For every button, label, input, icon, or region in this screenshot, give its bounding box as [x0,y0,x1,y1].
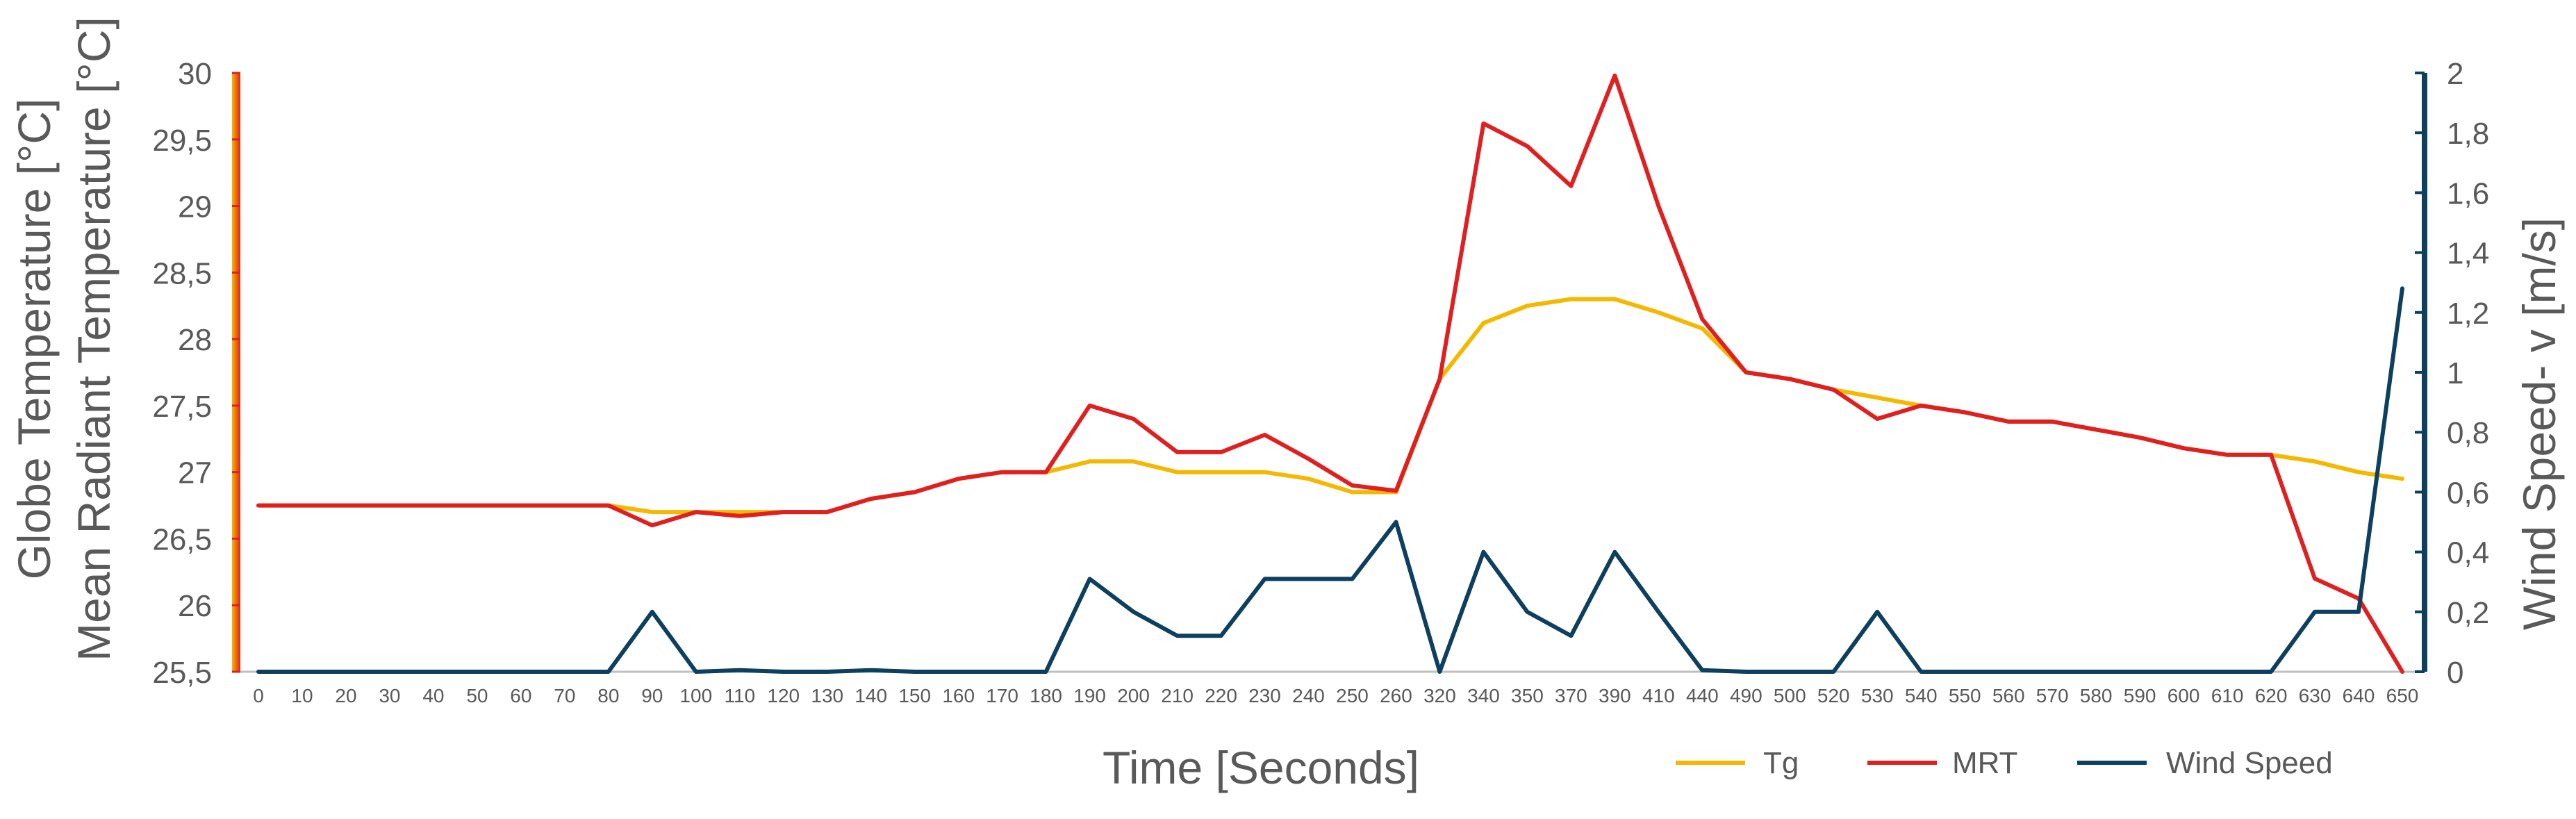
left-axis-title-line2: Mean Radiant Temperature [°C] [68,17,119,661]
x-tick-label: 110 [724,685,755,706]
x-tick-label: 600 [2168,685,2200,706]
x-tick-label: 620 [2255,685,2288,706]
x-tick-label: 390 [1599,685,1631,706]
legend-label-mrt: MRT [1952,746,2018,780]
x-tick-label: 130 [811,685,843,706]
x-tick-label: 530 [1861,685,1894,706]
right-tick-label: 2 [2447,57,2463,91]
x-tick-label: 540 [1905,685,1938,706]
left-tick-label: 30 [178,57,212,91]
left-tick-label: 29 [178,190,212,224]
x-tick-label: 160 [942,685,975,706]
x-tick-label: 320 [1423,685,1456,706]
x-tick-label: 50 [466,685,488,706]
x-tick-label: 80 [597,685,619,706]
x-tick-label: 40 [422,685,444,706]
series-line-mrt [256,73,2404,674]
x-tick-label: 350 [1511,685,1544,706]
series-line-tg [256,297,2404,515]
x-tick-label: 180 [1030,685,1062,706]
x-tick-label: 590 [2124,685,2156,706]
x-tick-label: 60 [510,685,531,706]
x-tick-label: 220 [1205,685,1237,706]
right-tick-label: 1,2 [2447,297,2489,331]
x-tick-label: 610 [2211,685,2244,706]
right-tick-label: 1,4 [2447,237,2489,271]
right-tick-label: 0,6 [2447,476,2489,510]
x-tick-label: 240 [1292,685,1325,706]
left-tick-label: 27,5 [152,390,212,424]
right-tick-label: 0,8 [2447,416,2489,450]
right-tick-label: 1 [2447,356,2463,390]
x-axis-title: Time [Seconds] [1103,742,1419,793]
left-tick-label: 26 [178,589,212,623]
x-tick-label: 370 [1555,685,1587,706]
left-tick-label: 28,5 [152,256,212,290]
x-tick-label: 200 [1117,685,1150,706]
x-tick-label: 90 [641,685,663,706]
x-tick-label: 630 [2299,685,2331,706]
x-tick-label: 650 [2386,685,2419,706]
left-tick-label: 29,5 [152,124,212,158]
left-tick-label: 25,5 [152,656,212,690]
x-tick-label: 500 [1774,685,1806,706]
x-tick-label: 210 [1161,685,1194,706]
x-tick-label: 190 [1073,685,1106,706]
x-tick-label: 170 [986,685,1018,706]
x-tick-label: 70 [554,685,575,706]
x-tick-label: 640 [2343,685,2375,706]
right-tick-label: 1,8 [2447,117,2489,151]
legend-label-wind-speed: Wind Speed [2166,746,2333,780]
x-tick-label: 340 [1467,685,1500,706]
left-tick-label: 26,5 [152,522,212,556]
x-tick-label: 10 [291,685,313,706]
x-tick-label: 580 [2080,685,2113,706]
right-tick-label: 0 [2447,656,2463,690]
x-tick-label: 140 [854,685,887,706]
x-tick-label: 440 [1686,685,1719,706]
x-tick-label: 570 [2036,685,2069,706]
right-tick-label: 1,6 [2447,176,2489,210]
right-tick-label: 0,2 [2447,596,2489,630]
x-tick-label: 0 [253,685,264,706]
x-tick-label: 260 [1380,685,1412,706]
x-tick-label: 490 [1730,685,1762,706]
left-axis-line [232,73,240,672]
x-tick-label: 560 [1992,685,2025,706]
axes-layer: 25,5 26 26,5 27 27,5 28 28,5 29 29,5 30 0 0,2 0,4 0,6… [152,57,2489,706]
legend: Tg MRT Wind Speed [1676,746,2333,780]
right-tick-label: 0,4 [2447,536,2489,570]
x-tick-label: 550 [1949,685,1981,706]
legend-label-tg: Tg [1763,746,1799,780]
left-tick-label: 28 [178,323,212,357]
x-tick-label: 520 [1817,685,1850,706]
x-tick-label: 20 [335,685,356,706]
x-tick-label: 120 [767,685,800,706]
x-tick-label: 250 [1336,685,1369,706]
left-axis-title-line1: Globe Temperature [°C] [8,99,60,580]
left-tick-label: 27 [178,456,212,490]
x-tick-label: 150 [898,685,931,706]
x-tick-label: 100 [679,685,712,706]
labels-layer: Globe Temperature [°C] Mean Radiant Temp… [8,17,2565,793]
x-tick-label: 410 [1642,685,1675,706]
right-axis-title: Wind Speed- v [m/s] [2513,217,2565,630]
series-line-wind-speed [256,286,2404,674]
series-layer [256,73,2404,674]
x-tick-label: 230 [1248,685,1281,706]
x-tick-label: 30 [379,685,400,706]
